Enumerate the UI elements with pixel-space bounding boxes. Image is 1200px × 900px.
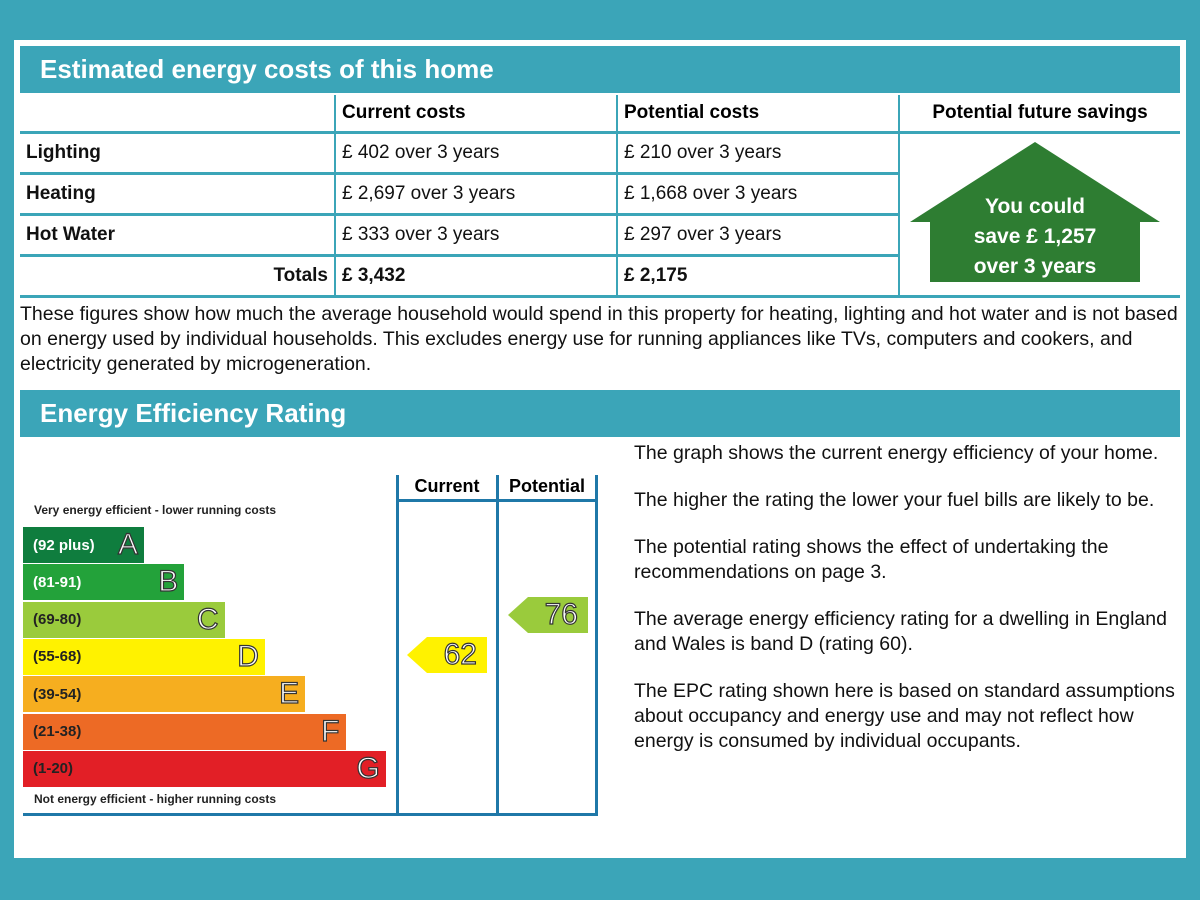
header-potential: Potential costs bbox=[616, 95, 899, 134]
bottom-note: Not energy efficient - higher running co… bbox=[34, 792, 277, 806]
row-label: Hot Water bbox=[20, 214, 335, 257]
band-letter: B bbox=[158, 565, 179, 599]
note-paragraph: The potential rating shows the effect of… bbox=[634, 536, 1109, 583]
totals-row: Totals £ 3,432 £ 2,175 bbox=[20, 255, 1180, 298]
band-range: (69-80) bbox=[33, 611, 82, 629]
band-range: (21-38) bbox=[33, 723, 82, 740]
col-current: Current bbox=[414, 476, 480, 496]
savings-line: You could bbox=[985, 195, 1085, 218]
note-paragraph: The EPC rating shown here is based on st… bbox=[634, 680, 1175, 752]
band-letter: E bbox=[279, 677, 300, 711]
table-row: Hot Water £ 333 over 3 years £ 297 over 3 … bbox=[20, 214, 1180, 257]
house-arrow-icon bbox=[910, 142, 1160, 282]
header-blank bbox=[20, 95, 335, 134]
band-b: (81-91) B bbox=[23, 564, 185, 601]
band-c: (69-80) C bbox=[23, 601, 225, 638]
costs-title: Estimated energy costs of this home bbox=[20, 46, 1180, 93]
table-row: Heating £ 2,697 over 3 years £ 1,668 over … bbox=[20, 173, 1180, 216]
note-paragraph: The higher the rating the lower your fue… bbox=[634, 489, 1155, 511]
current-rating-arrow: 62 bbox=[407, 637, 487, 673]
potential-cost: £ 210 over 3 years bbox=[616, 132, 899, 175]
top-note: Very energy efficient - lower running co… bbox=[34, 503, 277, 517]
col-potential: Potential bbox=[508, 476, 585, 496]
band-f: (21-38) F bbox=[23, 713, 346, 750]
band-letter: D bbox=[237, 639, 260, 673]
band-letter: F bbox=[321, 714, 341, 748]
potential-cost: £ 1,668 over 3 years bbox=[616, 173, 899, 216]
header-current: Current costs bbox=[334, 95, 617, 134]
divider bbox=[496, 475, 499, 816]
total-current: £ 3,432 bbox=[334, 255, 617, 298]
band-range: (81-91) bbox=[33, 573, 82, 591]
row-label: Lighting bbox=[20, 132, 335, 175]
band-letter: G bbox=[356, 751, 381, 785]
totals-label: Totals bbox=[20, 255, 335, 298]
band-letter: A bbox=[117, 527, 138, 561]
rating-title: Energy Efficiency Rating bbox=[20, 390, 1180, 437]
savings-amount: save £ 1,257 bbox=[973, 225, 1097, 248]
band-g: (1-20) G bbox=[23, 750, 386, 787]
divider bbox=[23, 813, 598, 816]
band-range: (1-20) bbox=[33, 760, 74, 778]
costs-description: These figures show how much the average … bbox=[20, 303, 1178, 375]
costs-table: Current costs Potential costs Potential fu… bbox=[20, 95, 1180, 298]
note-paragraph: The graph shows the current energy effic… bbox=[634, 442, 1159, 464]
band-range: (55-68) bbox=[33, 648, 82, 666]
current-cost: £ 402 over 3 years bbox=[334, 132, 617, 175]
potential-cost: £ 297 over 3 years bbox=[616, 214, 899, 257]
band-letter: C bbox=[196, 602, 219, 636]
savings-line: over 3 years bbox=[973, 255, 1097, 278]
note-paragraph: The average energy efficiency rating for… bbox=[634, 608, 1167, 655]
divider bbox=[396, 475, 399, 816]
total-potential: £ 2,175 bbox=[616, 255, 899, 298]
current-cost: £ 2,697 over 3 years bbox=[334, 173, 617, 216]
band-e: (39-54) E bbox=[23, 676, 306, 713]
row-label: Heating bbox=[20, 173, 335, 216]
rating-notes: The graph shows the current energy effic… bbox=[634, 441, 1179, 776]
divider bbox=[595, 475, 598, 816]
band-d: (55-68) D bbox=[23, 638, 265, 675]
savings-cell: You could save £ 1,257 over 3 years bbox=[898, 132, 1180, 298]
header-savings: Potential future savings bbox=[898, 95, 1180, 134]
divider bbox=[397, 499, 597, 502]
band-range: (92 plus) bbox=[33, 536, 95, 554]
current-cost: £ 333 over 3 years bbox=[334, 214, 617, 257]
band-range: (39-54) bbox=[33, 685, 82, 703]
band-a: (92 plus) A bbox=[23, 527, 144, 563]
table-row: Lighting £ 402 over 3 years £ 210 over 3 y… bbox=[20, 132, 1180, 298]
